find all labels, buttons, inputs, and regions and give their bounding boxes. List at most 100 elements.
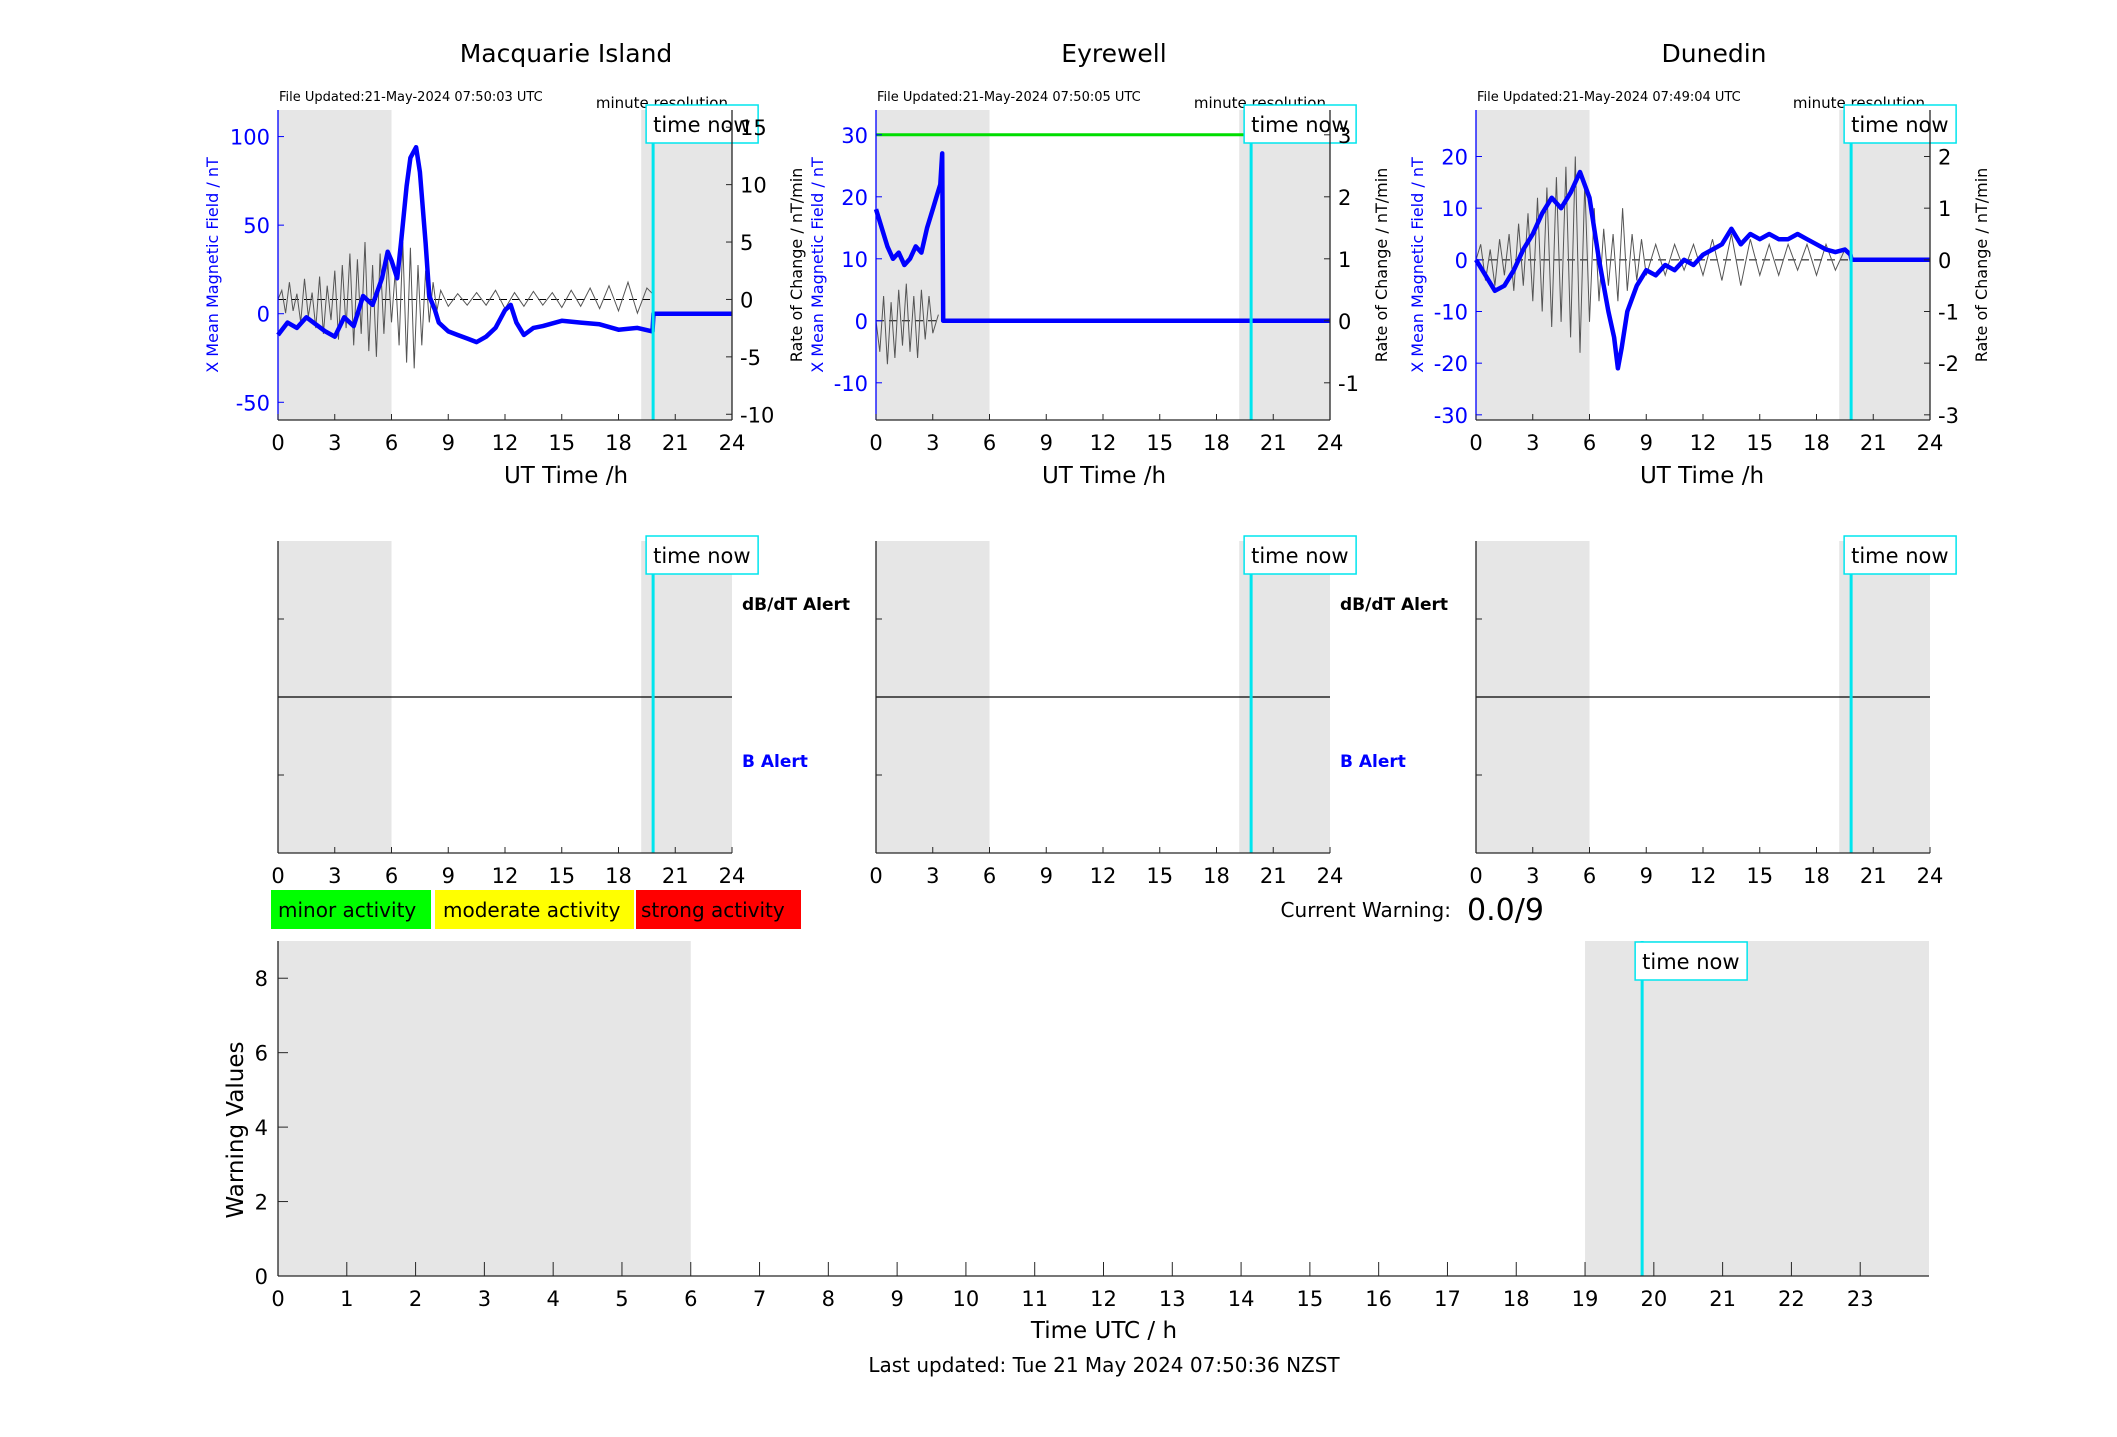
y-left-tick-label: 10 <box>841 248 868 272</box>
x-tick-label: 9 <box>442 431 455 455</box>
night-shade-region <box>1239 110 1330 420</box>
x-tick-label: 18 <box>1203 431 1230 455</box>
time-now-label: time now <box>653 544 750 568</box>
x-tick-label: 15 <box>1746 431 1773 455</box>
x-tick-label: 15 <box>1746 864 1773 888</box>
x-tick-label: 6 <box>983 864 996 888</box>
x-tick-label: 0 <box>1469 864 1482 888</box>
x-field-series <box>873 151 1330 324</box>
legend-moderate-label: moderate activity <box>443 898 621 922</box>
time-now-label: time now <box>1851 113 1948 137</box>
x-tick-label: 24 <box>1917 431 1944 455</box>
y-left-tick-label: 10 <box>1441 197 1468 221</box>
y-left-tick-label: -30 <box>1434 404 1468 428</box>
x-tick-label: 22 <box>1778 1287 1805 1311</box>
x-tick-label: 21 <box>1709 1287 1736 1311</box>
night-shade-region <box>641 110 732 420</box>
x-field-series <box>276 144 732 345</box>
x-tick-label: 6 <box>684 1287 697 1311</box>
y-left-tick-label: -20 <box>1434 352 1468 376</box>
x-tick-label: 9 <box>890 1287 903 1311</box>
x-tick-label: 12 <box>1090 1287 1117 1311</box>
x-tick-label: 21 <box>1860 864 1887 888</box>
x-tick-label: 3 <box>478 1287 491 1311</box>
y-right-tick-label: 1 <box>1938 197 1951 221</box>
x-tick-label: 3 <box>1526 431 1539 455</box>
y-axis-left-label: X Mean Magnetic Field / nT <box>1408 157 1427 373</box>
x-tick-label: 13 <box>1159 1287 1186 1311</box>
y-left-tick-label: 20 <box>1441 146 1468 170</box>
x-field-series <box>1474 169 1930 371</box>
y-axis-right-label: Rate of Change / nT/min <box>1972 168 1991 363</box>
y-right-tick-label: 10 <box>740 174 767 198</box>
x-tick-label: 15 <box>548 431 575 455</box>
y-axis-right-label: Rate of Change / nT/min <box>1372 168 1391 363</box>
y-right-tick-label: -1 <box>1338 372 1359 396</box>
legend-strong-swatch <box>636 890 801 929</box>
x-tick-label: 15 <box>548 864 575 888</box>
x-tick-label: 17 <box>1434 1287 1461 1311</box>
night-shade-region <box>1839 110 1930 420</box>
y-right-tick-label: 15 <box>740 116 767 140</box>
file-updated-text: File Updated:21-May-2024 07:50:03 UTC <box>279 90 543 105</box>
x-tick-label: 2 <box>409 1287 422 1311</box>
plot-title: Macquarie Island <box>460 39 673 68</box>
x-tick-label: 6 <box>983 431 996 455</box>
legend-minor-swatch <box>271 890 431 929</box>
x-tick-label: 21 <box>1860 431 1887 455</box>
x-tick-label: 18 <box>1503 1287 1530 1311</box>
x-tick-label: 14 <box>1228 1287 1255 1311</box>
macquarie-field-plot: Macquarie Island File Updated:21-May-202… <box>203 39 806 489</box>
y-right-tick-label: -10 <box>740 403 774 427</box>
x-axis-label: UT Time /h <box>504 463 628 489</box>
plot-title: Dunedin <box>1662 39 1767 68</box>
x-tick-label: 19 <box>1572 1287 1599 1311</box>
x-tick-label: 21 <box>1260 864 1287 888</box>
y-axis-right-label: Rate of Change / nT/min <box>787 168 806 363</box>
y-right-tick-label: 2 <box>1938 146 1951 170</box>
x-tick-label: 18 <box>605 864 632 888</box>
plot-title: Eyrewell <box>1061 39 1166 68</box>
x-tick-label: 9 <box>442 864 455 888</box>
y-left-tick-label: 0 <box>1455 249 1468 273</box>
x-axis-label: UT Time /h <box>1640 463 1764 489</box>
time-now-label: time now <box>653 113 750 137</box>
time-now-box <box>1243 104 1357 144</box>
x-tick-label: 0 <box>869 864 882 888</box>
y-axis-label: Warning Values <box>223 1041 249 1218</box>
x-tick-label: 12 <box>1090 864 1117 888</box>
x-tick-label: 6 <box>1583 431 1596 455</box>
y-right-tick-label: -5 <box>740 346 761 370</box>
activity-legend: minor activity moderate activity strong … <box>271 890 801 929</box>
x-tick-label: 12 <box>1690 431 1717 455</box>
y-left-tick-label: 50 <box>243 214 270 238</box>
x-tick-label: 3 <box>926 431 939 455</box>
x-tick-label: 4 <box>546 1287 559 1311</box>
x-tick-label: 9 <box>1040 431 1053 455</box>
time-now-label: time now <box>1851 544 1948 568</box>
x-tick-label: 15 <box>1146 431 1173 455</box>
x-tick-label: 11 <box>1021 1287 1048 1311</box>
file-updated-text: File Updated:21-May-2024 07:49:04 UTC <box>1477 90 1741 105</box>
legend-strong-label: strong activity <box>641 898 785 922</box>
y-left-tick-label: -50 <box>236 391 270 415</box>
macquarie-alert-panel: dB/dT Alert B Alert time now 0 3 6 9 12 15 18 21… <box>271 535 850 888</box>
rate-of-change-series <box>1475 156 1851 353</box>
rate-of-change-series <box>875 283 939 365</box>
x-axis-label: UT Time /h <box>1042 463 1166 489</box>
x-axis-label: Time UTC / h <box>1030 1318 1177 1344</box>
dbdt-alert-label: dB/dT Alert <box>742 595 850 615</box>
x-tick-label: 3 <box>1526 864 1539 888</box>
y-left-tick-label: -10 <box>834 372 868 396</box>
eyrewell-alert-panel: dB/dT Alert B Alert time now 0 3 6 9 12 15 18 21… <box>869 535 1448 888</box>
x-tick-label: 9 <box>1640 864 1653 888</box>
x-tick-label: 9 <box>1040 864 1053 888</box>
legend-moderate-swatch <box>435 890 634 929</box>
x-tick-label: 8 <box>822 1287 835 1311</box>
x-tick-label: 23 <box>1847 1287 1874 1311</box>
b-alert-label: B Alert <box>742 752 808 772</box>
y-right-tick-label: 0 <box>1338 310 1351 334</box>
y-left-tick-label: 100 <box>230 126 270 150</box>
x-tick-label: 18 <box>1803 864 1830 888</box>
x-tick-label: 6 <box>385 864 398 888</box>
